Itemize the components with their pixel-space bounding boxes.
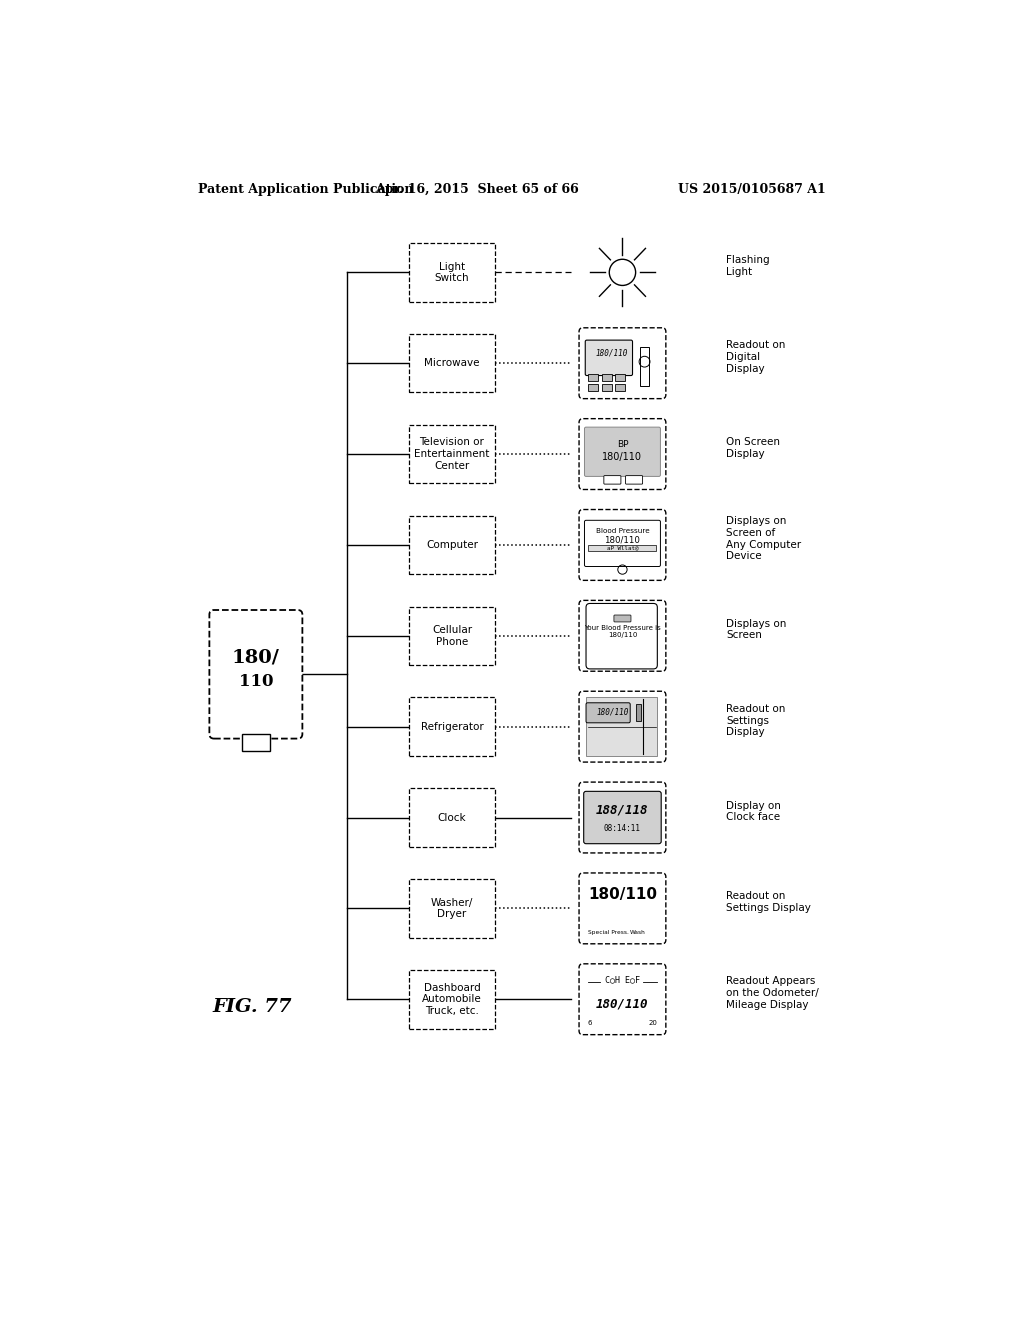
Text: aP Wllat@: aP Wllat@	[606, 545, 638, 550]
Bar	[636, 704, 641, 721]
Text: Wash: Wash	[630, 929, 645, 935]
FancyBboxPatch shape	[409, 879, 496, 937]
Text: Refrigerator: Refrigerator	[421, 722, 483, 731]
Circle shape	[609, 259, 636, 285]
Text: Readout on
Settings
Display: Readout on Settings Display	[726, 704, 785, 737]
Text: US 2015/0105687 A1: US 2015/0105687 A1	[678, 183, 825, 197]
Text: Cellular
Phone: Cellular Phone	[432, 624, 472, 647]
Text: Readout on
Digital
Display: Readout on Digital Display	[726, 341, 785, 374]
FancyBboxPatch shape	[579, 781, 666, 853]
Text: 6: 6	[588, 1020, 592, 1026]
Text: Display on
Clock face: Display on Clock face	[726, 800, 781, 822]
Text: Your Blood Pressure is
180/110: Your Blood Pressure is 180/110	[584, 626, 660, 639]
Bar	[588, 545, 655, 552]
FancyBboxPatch shape	[579, 692, 666, 762]
FancyBboxPatch shape	[409, 607, 496, 665]
Text: Displays on
Screen: Displays on Screen	[726, 619, 786, 640]
Text: On Screen
Display: On Screen Display	[726, 437, 780, 459]
Text: Flashing
Light: Flashing Light	[726, 255, 770, 277]
FancyBboxPatch shape	[409, 788, 496, 847]
Bar	[640, 347, 649, 385]
Text: Special Press.: Special Press.	[589, 929, 629, 935]
FancyBboxPatch shape	[409, 970, 496, 1028]
FancyBboxPatch shape	[579, 873, 666, 944]
Text: Blood Pressure: Blood Pressure	[596, 528, 649, 535]
Bar	[601, 374, 611, 381]
Text: Displays on
Screen of
Any Computer
Device: Displays on Screen of Any Computer Devic…	[726, 516, 802, 561]
Text: Washer/
Dryer: Washer/ Dryer	[431, 898, 473, 919]
FancyBboxPatch shape	[409, 516, 496, 574]
Text: Clock: Clock	[437, 813, 466, 822]
Text: 180/110: 180/110	[588, 887, 657, 902]
FancyBboxPatch shape	[409, 425, 496, 483]
Text: Light
Switch: Light Switch	[434, 261, 469, 284]
FancyBboxPatch shape	[626, 475, 643, 484]
FancyBboxPatch shape	[585, 520, 660, 566]
FancyBboxPatch shape	[579, 510, 666, 581]
Text: FIG. 77: FIG. 77	[212, 998, 292, 1016]
FancyBboxPatch shape	[586, 341, 633, 376]
FancyBboxPatch shape	[586, 702, 630, 723]
Text: 180/110: 180/110	[596, 998, 648, 1010]
Text: 20: 20	[648, 1020, 657, 1026]
Text: 180/110: 180/110	[596, 708, 629, 717]
Text: Microwave: Microwave	[424, 358, 479, 368]
FancyBboxPatch shape	[409, 334, 496, 392]
Text: Readout Appears
on the Odometer/
Mileage Display: Readout Appears on the Odometer/ Mileage…	[726, 977, 819, 1010]
Text: C○H E○F: C○H E○F	[605, 975, 640, 985]
FancyBboxPatch shape	[585, 428, 660, 477]
Text: Dashboard
Automobile
Truck, etc.: Dashboard Automobile Truck, etc.	[422, 982, 482, 1016]
Bar	[589, 374, 598, 381]
Text: 180/110: 180/110	[595, 348, 628, 358]
FancyBboxPatch shape	[604, 475, 621, 484]
Text: Patent Application Publication: Patent Application Publication	[198, 183, 414, 197]
FancyBboxPatch shape	[579, 964, 666, 1035]
Text: Television or
Entertainment
Center: Television or Entertainment Center	[415, 437, 489, 471]
Bar	[601, 384, 611, 391]
Text: 110: 110	[239, 673, 273, 690]
Text: BP: BP	[616, 440, 628, 449]
Text: 08:14:11: 08:14:11	[604, 824, 641, 833]
FancyBboxPatch shape	[614, 615, 631, 622]
FancyBboxPatch shape	[579, 418, 666, 490]
Text: Readout on
Settings Display: Readout on Settings Display	[726, 891, 811, 913]
Text: Computer: Computer	[426, 540, 478, 550]
Bar	[589, 384, 598, 391]
FancyBboxPatch shape	[209, 610, 302, 739]
FancyBboxPatch shape	[409, 243, 496, 302]
Text: 180/110: 180/110	[602, 453, 642, 462]
FancyBboxPatch shape	[409, 697, 496, 756]
Bar	[614, 384, 625, 391]
FancyBboxPatch shape	[579, 327, 666, 399]
Text: 180/: 180/	[232, 648, 280, 667]
Bar	[586, 697, 657, 756]
Text: Apr. 16, 2015  Sheet 65 of 66: Apr. 16, 2015 Sheet 65 of 66	[375, 183, 579, 197]
FancyBboxPatch shape	[584, 792, 662, 843]
FancyBboxPatch shape	[579, 601, 666, 671]
Text: 180/110: 180/110	[604, 535, 640, 544]
Bar	[614, 374, 625, 381]
FancyBboxPatch shape	[586, 603, 657, 669]
Text: 188/118: 188/118	[596, 804, 648, 816]
Bar	[242, 734, 270, 751]
